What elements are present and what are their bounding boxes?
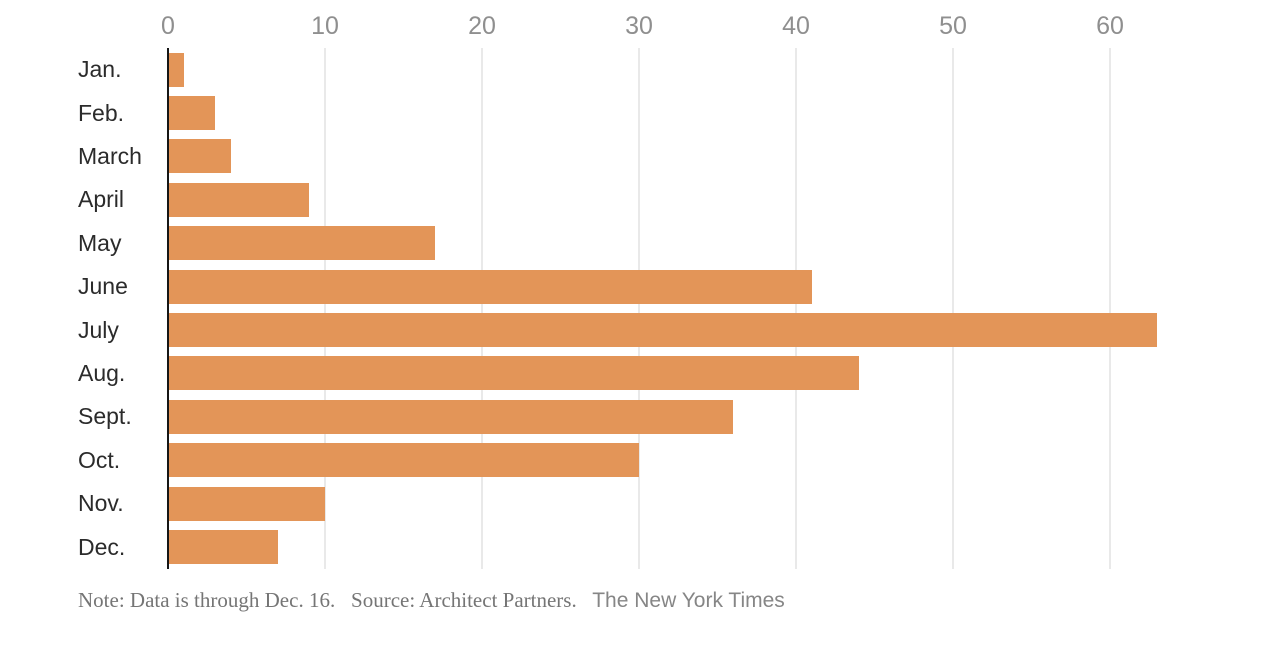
category-label: Jan. <box>78 56 122 83</box>
x-tick-label: 10 <box>311 12 339 40</box>
bar <box>168 486 325 521</box>
footer: Note: Data is through Dec. 16. Source: A… <box>78 588 785 613</box>
bar-row: Aug. <box>78 352 1262 395</box>
bar <box>168 269 812 304</box>
plot-area: Jan. Feb. March April May June July Aug. Sept. Oc… <box>78 48 1262 569</box>
bar <box>168 443 639 478</box>
note-text: Note: Data is through Dec. 16. <box>78 588 336 612</box>
bar-row: Nov. <box>78 482 1262 525</box>
category-label: July <box>78 316 119 343</box>
bar <box>168 399 734 434</box>
x-tick-label: 30 <box>625 12 653 40</box>
bar-row: Oct. <box>78 439 1262 482</box>
category-label: March <box>78 142 142 169</box>
bar-row: June <box>78 265 1262 308</box>
bar <box>168 226 435 261</box>
gridline <box>1109 48 1111 569</box>
category-label: Nov. <box>78 490 124 517</box>
category-label: April <box>78 186 125 213</box>
category-label: May <box>78 229 122 256</box>
y-axis-line <box>167 48 169 569</box>
bar-row: Jan. <box>78 48 1262 91</box>
bar-row: March <box>78 135 1262 178</box>
bar-row: April <box>78 178 1262 221</box>
category-label: Feb. <box>78 99 125 126</box>
x-tick-label: 20 <box>468 12 496 40</box>
category-label: Dec. <box>78 533 126 560</box>
category-label: June <box>78 273 128 300</box>
category-label: Oct. <box>78 446 121 473</box>
x-tick-label: 50 <box>939 12 967 40</box>
gridline <box>324 48 326 569</box>
bar-row: July <box>78 308 1262 351</box>
gridline <box>481 48 483 569</box>
bar <box>168 529 278 564</box>
bar <box>168 182 310 217</box>
category-label: Sept. <box>78 403 132 430</box>
gridline <box>638 48 640 569</box>
x-tick-label: 60 <box>1096 12 1124 40</box>
bar-row: Feb. <box>78 91 1262 134</box>
bar <box>168 95 216 130</box>
bar-row: May <box>78 222 1262 265</box>
bar-row: Sept. <box>78 395 1262 438</box>
bar <box>168 139 231 174</box>
x-tick-label: 40 <box>782 12 810 40</box>
gridline <box>795 48 797 569</box>
bar <box>168 312 1158 347</box>
source-text: Source: Architect Partners. <box>351 588 577 612</box>
bar <box>168 52 184 87</box>
category-label: Aug. <box>78 359 126 386</box>
x-tick-label: 0 <box>161 12 175 40</box>
bar-row: Dec. <box>78 525 1262 568</box>
nyt-credit: The New York Times <box>592 589 785 612</box>
gridline <box>952 48 954 569</box>
bar <box>168 356 859 391</box>
